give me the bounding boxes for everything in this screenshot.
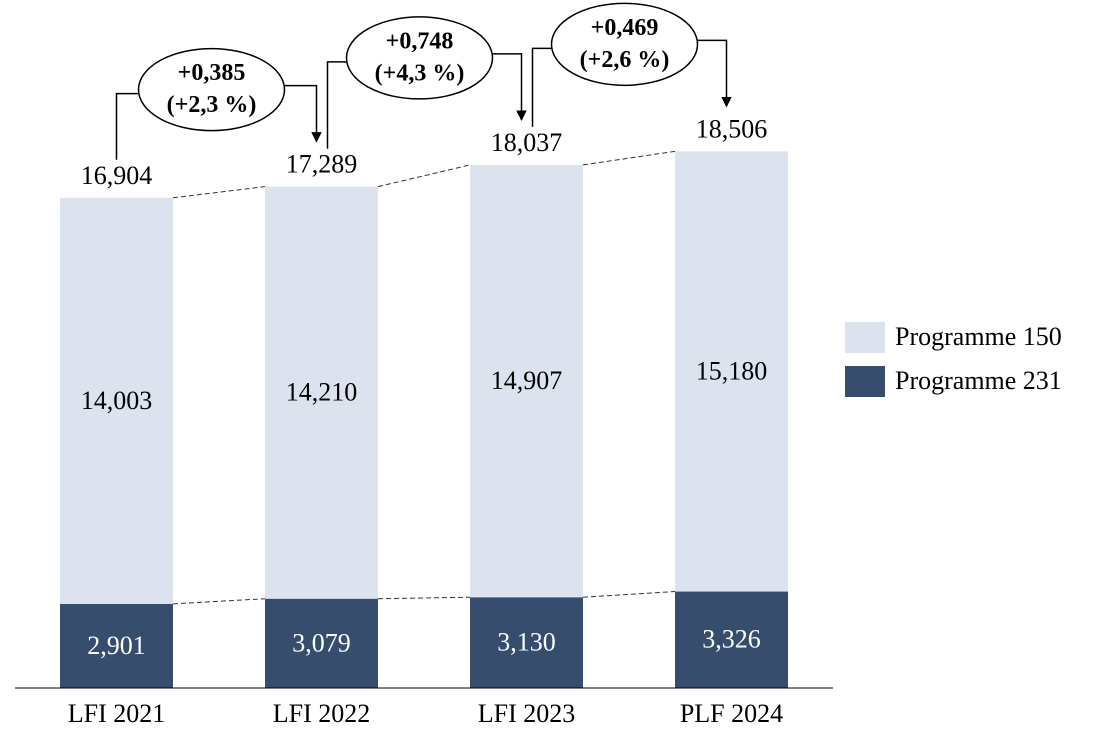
annotation-text: (+4,3 %)	[375, 60, 465, 86]
value-label: 3,130	[497, 628, 556, 657]
value-label: 2,901	[87, 631, 146, 660]
connector	[172, 186, 266, 199]
arrow	[326, 53, 522, 149]
x-tick-label: LFI 2022	[273, 699, 371, 728]
annotation-bubble	[550, 2, 699, 87]
value-label: 14,907	[491, 366, 563, 395]
value-label: 3,326	[702, 625, 761, 654]
bar-segment	[675, 151, 788, 592]
bar-segment	[60, 197, 173, 604]
legend-label: Programme 231	[895, 366, 1062, 395]
legend-swatch	[845, 366, 885, 397]
annotation-bubble	[345, 16, 494, 100]
annotation-bubble	[137, 47, 286, 132]
annotation-text: +0,748	[386, 28, 454, 54]
connector	[582, 150, 676, 166]
bar-segment	[470, 597, 583, 688]
arrow	[115, 84, 317, 160]
annotation-text: +0,469	[591, 15, 659, 41]
annotation-text: +0,385	[178, 60, 246, 86]
bar-segment	[675, 591, 788, 688]
total-label: 17,289	[286, 150, 358, 179]
value-label: 14,003	[81, 386, 153, 415]
connector	[377, 596, 471, 600]
bar-segment	[265, 186, 378, 599]
annotation-text: (+2,3 %)	[167, 92, 257, 118]
annotation-text: (+2,6 %)	[580, 47, 670, 73]
total-label: 18,506	[696, 114, 768, 143]
bar-segment	[60, 603, 173, 688]
connector	[582, 591, 676, 598]
arrow	[531, 39, 727, 127]
x-tick-label: LFI 2021	[68, 699, 166, 728]
total-label: 18,037	[491, 128, 563, 157]
connector	[377, 164, 471, 188]
value-label: 3,079	[292, 628, 351, 657]
bar-segment	[470, 164, 583, 598]
legend-label: Programme 150	[895, 322, 1062, 351]
x-tick-label: PLF 2024	[680, 699, 783, 728]
x-tick-label: LFI 2023	[478, 699, 576, 728]
bar-segment	[265, 598, 378, 688]
total-label: 16,904	[81, 161, 153, 190]
value-label: 15,180	[696, 356, 768, 385]
value-label: 14,210	[286, 378, 358, 407]
connector	[172, 598, 266, 605]
legend-swatch	[845, 322, 885, 353]
